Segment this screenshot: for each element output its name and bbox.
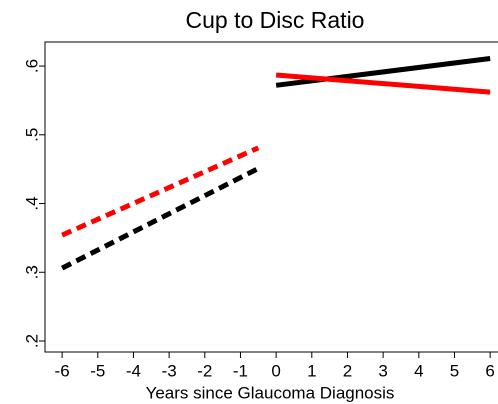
x-tick-label: 0	[271, 361, 280, 380]
x-tick-label: -4	[126, 361, 141, 380]
x-axis-label: Years since Glaucoma Diagnosis	[146, 383, 395, 402]
y-tick-label: .4	[22, 196, 41, 210]
x-tick-label: 1	[307, 361, 316, 380]
x-tick-label: -3	[162, 361, 177, 380]
y-tick-label: .2	[22, 334, 41, 348]
x-tick-label: 4	[414, 361, 423, 380]
x-tick-label: -5	[90, 361, 105, 380]
series-line	[61, 145, 260, 238]
series-line	[275, 56, 491, 88]
x-tick-label: -6	[55, 361, 70, 380]
y-tick-label: .6	[22, 59, 41, 73]
x-tick-label: 6	[485, 361, 494, 380]
x-tick-label: -1	[233, 361, 248, 380]
series-line	[275, 72, 491, 95]
y-tick-label: .5	[22, 128, 41, 142]
x-tick-label: 3	[378, 361, 387, 380]
chart-title: Cup to Disc Ratio	[186, 7, 365, 33]
x-tick-label: -2	[197, 361, 212, 380]
y-tick-label: .3	[22, 265, 41, 279]
x-tick-label: 2	[343, 361, 352, 380]
series-line	[60, 166, 260, 271]
plot-frame	[44, 41, 498, 353]
x-tick-label: 5	[450, 361, 459, 380]
